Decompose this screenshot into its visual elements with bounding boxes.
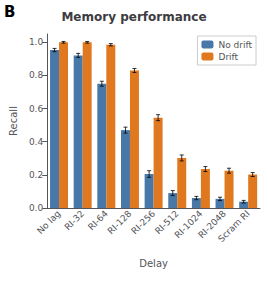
svg-text:0.2: 0.2: [29, 170, 43, 180]
svg-text:RI-1024: RI-1024: [172, 208, 205, 241]
svg-text:No lag: No lag: [35, 208, 62, 235]
svg-text:RI-256: RI-256: [129, 208, 157, 236]
svg-text:RI-64: RI-64: [86, 208, 110, 233]
svg-text:RI-32: RI-32: [62, 208, 86, 232]
svg-text:0.6: 0.6: [29, 104, 44, 114]
svg-text:No drift: No drift: [218, 40, 252, 50]
svg-text:0.4: 0.4: [29, 137, 44, 147]
svg-text:Recall: Recall: [8, 106, 19, 136]
svg-text:0.8: 0.8: [29, 70, 44, 80]
svg-text:Scram RI: Scram RI: [216, 208, 252, 244]
svg-text:Drift: Drift: [218, 52, 238, 62]
svg-text:RI-128: RI-128: [106, 208, 134, 236]
svg-text:RI-512: RI-512: [153, 208, 181, 237]
svg-text:1.0: 1.0: [29, 37, 44, 47]
svg-text:0.0: 0.0: [29, 203, 44, 213]
svg-text:Memory performance: Memory performance: [61, 10, 206, 24]
svg-text:Delay: Delay: [139, 258, 168, 269]
svg-text:RI-2048: RI-2048: [196, 208, 229, 241]
svg-text:B: B: [4, 3, 15, 21]
